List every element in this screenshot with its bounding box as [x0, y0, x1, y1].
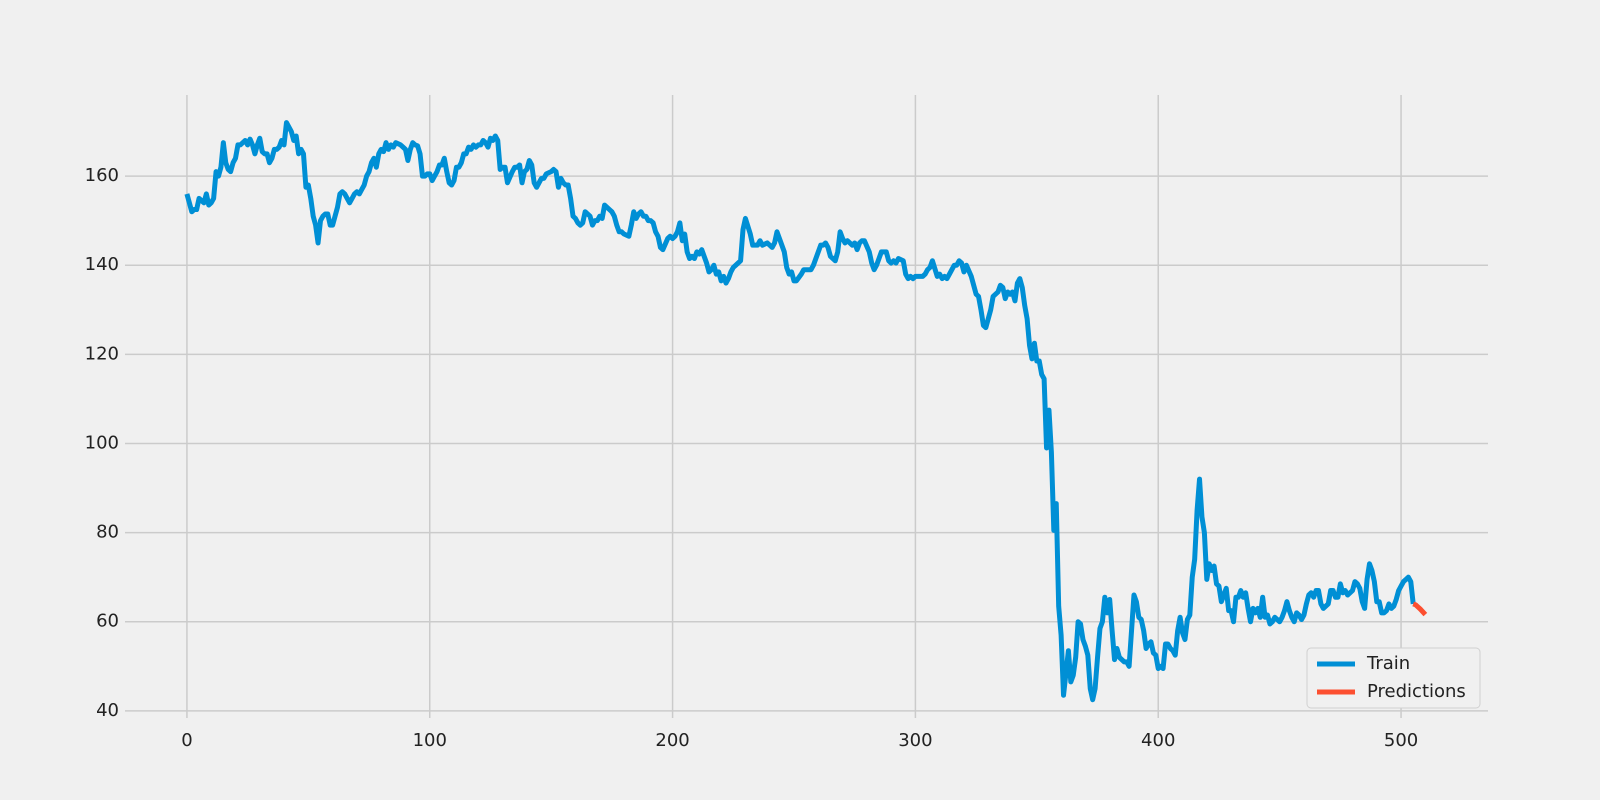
- y-tick-label: 100: [85, 432, 119, 453]
- y-tick-label: 80: [96, 522, 119, 543]
- series-line: [1412, 601, 1428, 617]
- legend: Train Predictions: [1306, 647, 1481, 709]
- y-tick-label: 40: [96, 700, 119, 721]
- y-tick-label: 140: [85, 254, 119, 275]
- plot-lines: [184, 120, 1428, 703]
- x-tick-label: 400: [1141, 730, 1175, 751]
- x-tick-label: 200: [655, 730, 689, 751]
- legend-label: Train: [1366, 653, 1410, 674]
- series-line: [184, 120, 1416, 703]
- x-tick-label: 100: [413, 730, 447, 751]
- x-tick-label: 300: [898, 730, 932, 751]
- x-tick-label: 0: [181, 730, 192, 751]
- y-tick-label: 120: [85, 343, 119, 364]
- y-tick-label: 60: [96, 611, 119, 632]
- legend-label: Predictions: [1367, 681, 1466, 702]
- y-tick-label: 160: [85, 165, 119, 186]
- x-tick-label: 500: [1384, 730, 1418, 751]
